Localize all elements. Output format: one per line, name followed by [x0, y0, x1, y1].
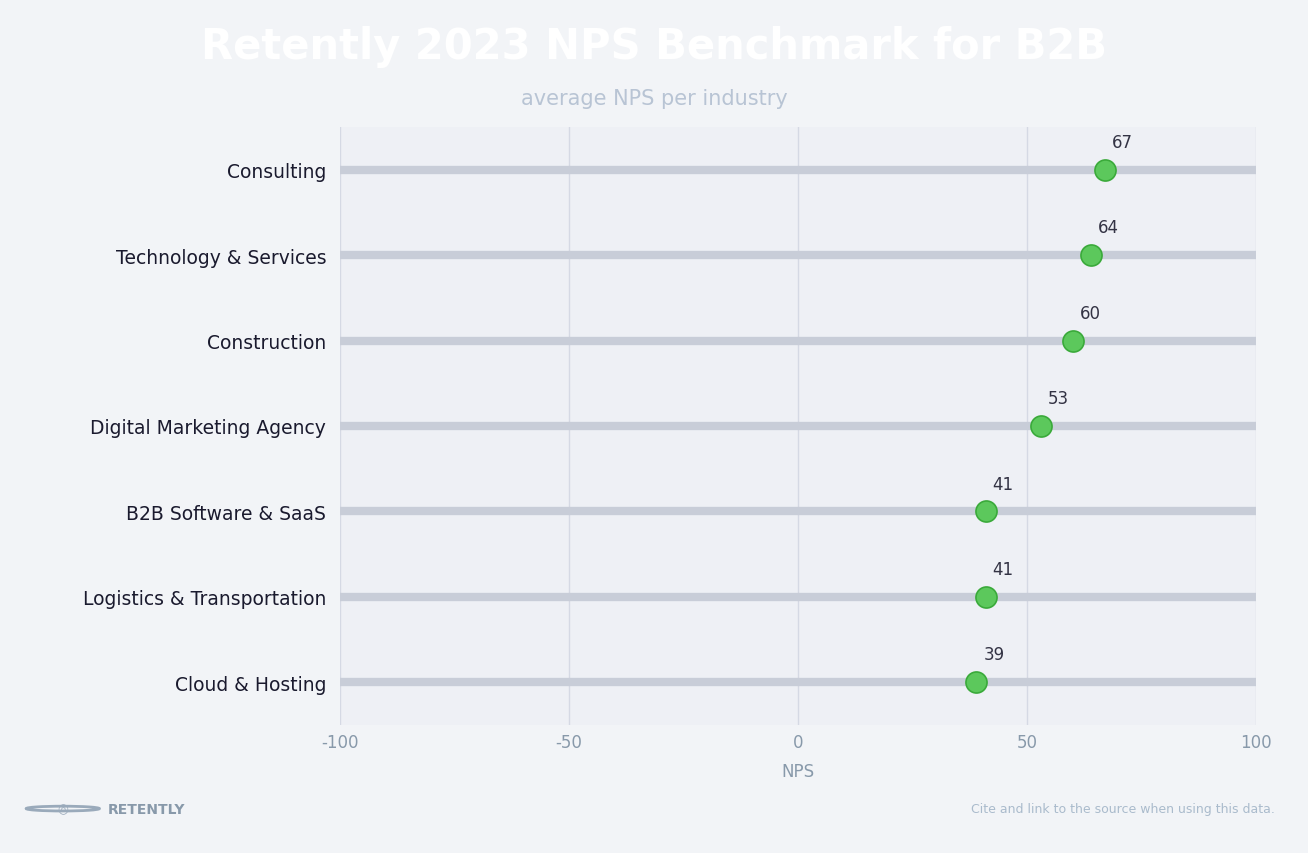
Text: RETENTLY: RETENTLY	[107, 802, 184, 815]
Text: 53: 53	[1048, 390, 1069, 408]
Point	[976, 590, 997, 604]
Text: 41: 41	[993, 560, 1014, 578]
Text: ◎: ◎	[58, 802, 68, 815]
Text: 41: 41	[993, 475, 1014, 493]
X-axis label: NPS: NPS	[781, 763, 815, 780]
Point	[967, 676, 988, 689]
Text: Retently 2023 NPS Benchmark for B2B: Retently 2023 NPS Benchmark for B2B	[201, 26, 1107, 67]
Text: 39: 39	[984, 646, 1005, 664]
Text: 67: 67	[1112, 134, 1133, 152]
Point	[1031, 420, 1052, 433]
Text: 60: 60	[1079, 305, 1100, 322]
Text: Cite and link to the source when using this data.: Cite and link to the source when using t…	[972, 802, 1275, 815]
Text: average NPS per industry: average NPS per industry	[521, 89, 787, 108]
Point	[1095, 164, 1116, 177]
Point	[1062, 334, 1083, 348]
Point	[976, 505, 997, 519]
Point	[1080, 249, 1101, 263]
Text: 64: 64	[1097, 219, 1118, 237]
